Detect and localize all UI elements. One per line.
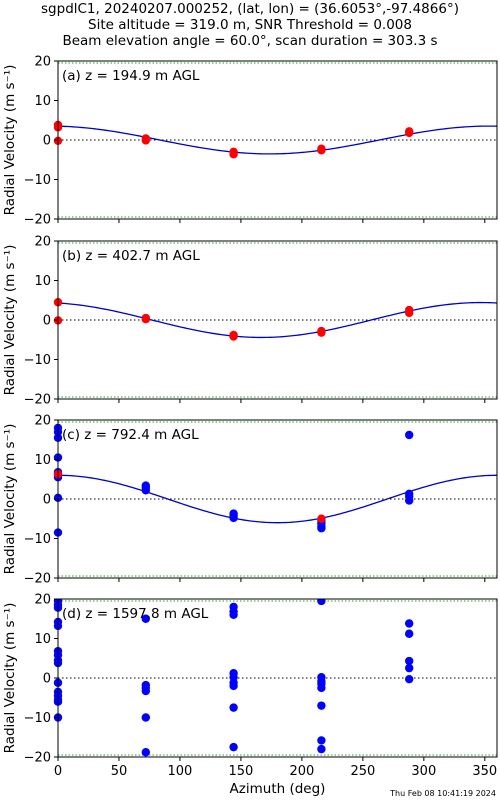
- panel-c: −20 −10 0 10 20 (c) z = 792.4 m AGL Radial Vel…: [2, 414, 498, 587]
- x-tick-label: 300: [411, 764, 436, 779]
- x-tick-label: 50: [111, 764, 128, 779]
- x-tick-label: 200: [289, 764, 314, 779]
- y-tick-label: −10: [24, 711, 51, 726]
- data-point: [141, 748, 150, 757]
- data-point: [229, 150, 238, 159]
- data-point: [229, 332, 238, 341]
- y-tick-label: 20: [34, 593, 51, 608]
- data-point: [405, 496, 414, 505]
- y-tick-label: −20: [24, 572, 51, 587]
- y-tick-label: −10: [24, 173, 51, 188]
- y-tick-label: 10: [34, 94, 51, 109]
- y-tick-label: 0: [43, 314, 51, 329]
- data-point: [229, 610, 238, 619]
- x-axis-label: Azimuth (deg): [230, 781, 326, 797]
- data-point: [317, 146, 326, 155]
- y-tick-label: 20: [34, 235, 51, 250]
- panel-label: (a) z = 194.9 m AGL: [62, 68, 200, 84]
- y-tick-label: −10: [24, 532, 51, 547]
- data-point: [141, 713, 150, 722]
- data-point: [405, 663, 414, 673]
- timestamp-footer: Thu Feb 08 10:41:19 2024: [390, 789, 496, 798]
- figure-title-line-2: Site altitude = 319.0 m, SNR Threshold =…: [88, 17, 412, 33]
- x-tick-label: 0: [54, 764, 62, 779]
- data-point: [141, 614, 150, 623]
- y-tick-label: 10: [34, 453, 51, 468]
- data-point: [405, 656, 414, 666]
- y-tick-label: 20: [34, 55, 51, 70]
- data-point: [405, 619, 414, 628]
- data-point: [317, 599, 326, 606]
- figure-title-line-3: Beam elevation angle = 60.0°, scan durat…: [62, 33, 438, 49]
- data-point: [141, 686, 150, 696]
- data-point: [229, 742, 238, 752]
- figure-title-line-1: sgpdlC1, 20240207.000252, (lat, lon) = (…: [41, 1, 459, 17]
- data-point: [317, 524, 326, 533]
- data-point: [229, 681, 238, 691]
- y-axis-label: Radial Velocity (m s⁻¹): [2, 65, 18, 216]
- data-point: [317, 701, 326, 710]
- data-point: [229, 703, 238, 712]
- y-axis-label: Radial Velocity (m s⁻¹): [2, 424, 18, 575]
- data-point: [141, 486, 150, 495]
- data-point: [317, 328, 326, 337]
- fit-curve: [57, 125, 498, 155]
- data-point: [141, 136, 150, 145]
- data-points: [53, 120, 414, 159]
- y-tick-label: 0: [43, 672, 51, 687]
- x-tick-label: 150: [229, 764, 254, 779]
- y-axis-label: Radial Velocity (m s⁻¹): [2, 603, 18, 754]
- data-point: [229, 513, 238, 523]
- y-axis-label: Radial Velocity (m s⁻¹): [2, 245, 18, 396]
- y-tick-label: −20: [24, 213, 51, 228]
- x-tick-label: 100: [168, 764, 193, 779]
- y-tick-label: 0: [43, 134, 51, 149]
- highlight-point: [317, 514, 326, 523]
- y-tick-label: −10: [24, 353, 51, 368]
- y-tick-label: 10: [34, 274, 51, 289]
- fit-curve: [57, 474, 498, 524]
- panel-a: −20 −10 0 10 20 (a) z = 194.9 m AGL Radial Vel…: [2, 55, 498, 228]
- data-point: [317, 683, 326, 693]
- x-tick-label: 250: [350, 764, 375, 779]
- data-point: [405, 629, 414, 638]
- data-point: [405, 674, 414, 684]
- panel-label: (c) z = 792.4 m AGL: [62, 427, 199, 443]
- data-points: [53, 298, 414, 341]
- data-point: [317, 736, 326, 745]
- y-tick-label: 0: [43, 493, 51, 508]
- x-tick-label: 350: [472, 764, 497, 779]
- y-tick-label: −20: [24, 751, 51, 766]
- data-point: [405, 308, 414, 318]
- data-point: [317, 744, 326, 754]
- panel-label: (d) z = 1597.8 m AGL: [62, 606, 209, 622]
- y-tick-label: 20: [34, 414, 51, 429]
- fit-curve: [57, 301, 498, 339]
- data-point: [405, 430, 414, 440]
- y-tick-label: 10: [34, 632, 51, 647]
- data-point: [405, 128, 414, 138]
- panel-b: −20 −10 0 10 20 (b) z = 402.7 m AGL Radial Vel…: [2, 235, 498, 408]
- data-point: [141, 315, 150, 324]
- y-tick-label: −20: [24, 393, 51, 408]
- panel-label: (b) z = 402.7 m AGL: [62, 248, 200, 264]
